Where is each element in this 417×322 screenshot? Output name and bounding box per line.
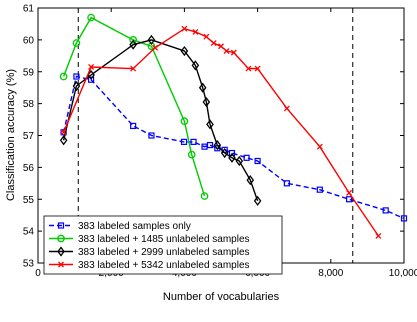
y-tick-label: 58 — [23, 99, 35, 110]
data-point — [129, 39, 137, 50]
legend-label: 383 labeled + 1485 unlabeled samples — [78, 234, 250, 245]
data-point — [245, 65, 252, 72]
data-point — [228, 149, 236, 157]
data-point — [253, 195, 262, 206]
data-point — [72, 81, 81, 92]
data-point — [210, 40, 217, 47]
y-tick-label: 56 — [23, 163, 35, 174]
data-point — [181, 25, 188, 32]
data-point — [202, 96, 211, 108]
data-point — [60, 129, 67, 136]
data-point — [316, 186, 323, 193]
series-line — [62, 75, 405, 220]
y-tick-label: 54 — [23, 227, 35, 238]
data-point — [87, 13, 95, 22]
series-2 — [59, 34, 262, 206]
series-3 — [60, 25, 382, 239]
data-point — [191, 60, 200, 71]
data-point — [130, 122, 137, 130]
data-point — [88, 64, 95, 70]
data-point — [400, 215, 408, 222]
data-point — [223, 48, 230, 54]
data-point — [192, 28, 199, 35]
data-point — [59, 135, 68, 146]
data-point — [198, 82, 207, 93]
data-point — [187, 150, 196, 159]
data-point — [148, 132, 155, 139]
data-point — [190, 138, 197, 145]
y-tick-label: 59 — [23, 67, 35, 78]
data-point — [218, 43, 224, 50]
series-line — [62, 16, 206, 197]
data-point — [87, 76, 95, 83]
y-axis-label: Classification accuracy (%) — [5, 69, 17, 201]
series-1 — [59, 13, 209, 200]
data-point — [59, 72, 68, 81]
data-point — [228, 152, 236, 163]
legend: 383 labeled samples only 383 labeled + 14… — [43, 215, 283, 275]
legend-label: 383 labeled + 5342 unlabeled samples — [78, 260, 250, 271]
data-point — [254, 65, 261, 72]
series-line — [62, 39, 259, 202]
data-point — [180, 117, 189, 126]
data-point — [206, 141, 214, 149]
y-tick-label: 60 — [23, 35, 35, 46]
legend-marker — [57, 222, 65, 229]
data-point — [180, 45, 189, 57]
data-point — [72, 39, 81, 47]
data-point — [230, 49, 237, 56]
data-point — [220, 147, 229, 159]
data-point — [283, 105, 290, 112]
legend-label: 383 labeled + 2999 unlabeled samples — [78, 247, 250, 258]
data-point — [246, 175, 255, 186]
legend-label: 383 labeled samples only — [78, 221, 191, 232]
y-tick-label: 57 — [23, 131, 35, 142]
y-tick-label: 53 — [23, 259, 35, 270]
x-tick-label: 0 — [35, 268, 41, 279]
data-point — [235, 155, 244, 167]
data-point — [206, 119, 214, 130]
data-point — [203, 33, 210, 40]
data-point — [375, 232, 382, 239]
data-point — [129, 36, 138, 44]
legend-marker — [57, 246, 65, 257]
data-point — [243, 154, 250, 161]
data-point — [382, 207, 389, 214]
data-point — [213, 139, 222, 151]
data-point — [180, 138, 188, 145]
y-tick-label: 55 — [23, 195, 35, 206]
y-tick-label: 61 — [23, 4, 35, 15]
x-tick-label: 8,000 — [318, 268, 343, 279]
data-point — [200, 192, 209, 200]
x-axis-label: Number of vocabularies — [163, 291, 280, 303]
legend-marker — [58, 261, 64, 268]
data-point — [152, 44, 159, 51]
data-point — [316, 143, 323, 150]
reference-lines — [77, 8, 354, 263]
legend-box — [43, 215, 283, 275]
legend-marker — [57, 234, 65, 243]
data-point — [130, 65, 137, 72]
data-point — [346, 196, 353, 203]
data-point — [147, 34, 156, 45]
data-point — [254, 157, 261, 165]
series-layer — [59, 13, 408, 239]
data-point — [73, 73, 80, 80]
x-tick-label: 10,000 — [389, 268, 417, 279]
data-point — [283, 180, 290, 187]
data-point — [346, 189, 353, 196]
